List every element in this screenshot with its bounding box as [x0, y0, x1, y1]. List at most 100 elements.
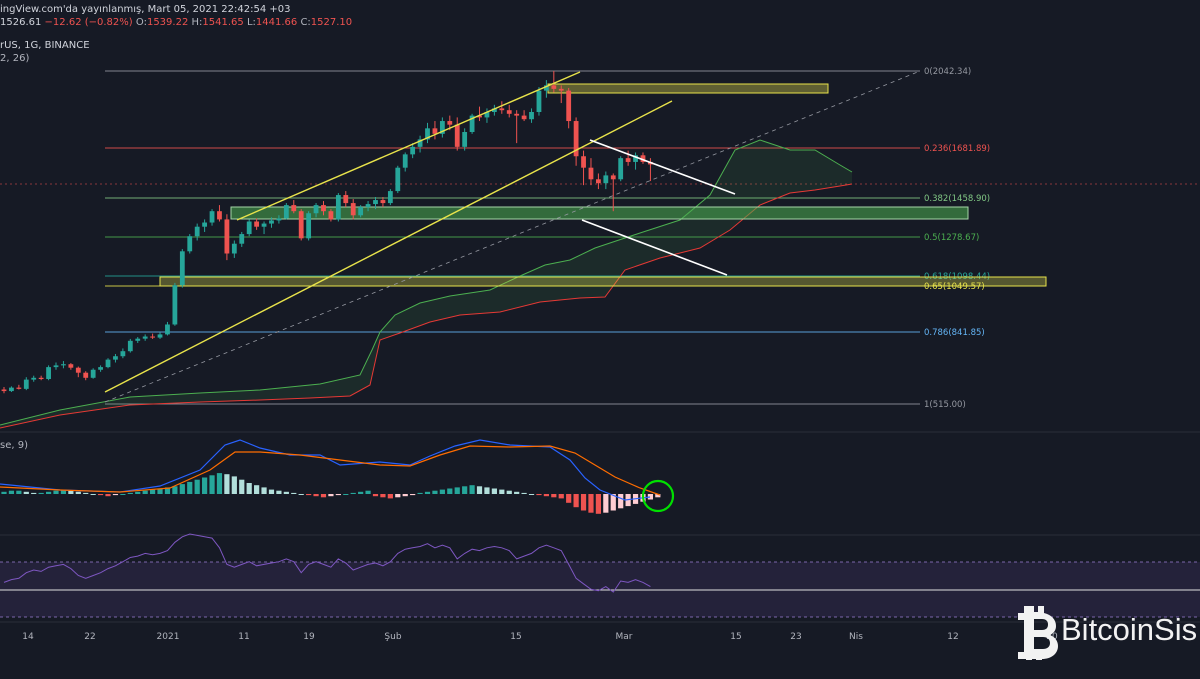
candle-body	[254, 221, 260, 227]
cloud-span-b	[0, 183, 853, 429]
macd-histogram-bar	[432, 490, 438, 494]
wedge-lower-line	[581, 219, 728, 276]
candle-body	[298, 211, 304, 239]
wedge-upper-line	[589, 139, 736, 195]
macd-histogram-bar	[31, 492, 37, 494]
candle-body	[543, 85, 549, 91]
candle-body	[491, 108, 497, 112]
macd-histogram-bar	[16, 490, 22, 494]
macd-histogram-bar	[454, 487, 460, 494]
macd-histogram-bar	[410, 494, 416, 496]
macd-histogram-bar	[469, 485, 475, 494]
macd-histogram-bar	[306, 494, 312, 496]
ohlc-open-value: 1539.22	[146, 17, 189, 28]
macd-histogram-bar	[380, 494, 386, 498]
candle-body	[1, 389, 7, 392]
fibonacci-layer: 0(2042.34) 0.236(1681.89) 0.382(1458.90) 0.…	[0, 67, 1200, 410]
macd-histogram-bar	[417, 492, 423, 494]
x-axis-tick-label: Mar	[616, 632, 633, 642]
candle-body	[209, 211, 215, 223]
macd-histogram-bar	[551, 494, 557, 498]
macd-histogram-bar	[254, 485, 260, 494]
candle-body	[105, 359, 111, 368]
candle-body	[120, 351, 126, 357]
candle-body	[165, 324, 170, 335]
macd-histogram-bar	[655, 494, 661, 498]
candle-body	[380, 200, 386, 204]
x-axis-tick-label: 15	[730, 632, 741, 642]
candle-body	[603, 175, 609, 184]
macd-histogram-bar	[53, 490, 59, 494]
macd-histogram-bar	[506, 490, 512, 494]
x-axis-tick-label: 14	[22, 632, 34, 642]
candle-body	[395, 167, 401, 192]
macd-histogram-bar	[395, 494, 401, 498]
macd-histogram-bar	[514, 491, 520, 494]
macd-histogram-bar	[588, 494, 594, 513]
macd-histogram-bar	[142, 490, 148, 494]
x-axis: 142220211119Şub15Mar1523Nis1220	[22, 632, 1058, 642]
candle-body	[633, 155, 638, 162]
macd-histogram-bar	[365, 490, 371, 494]
candle-body	[75, 367, 81, 373]
macd-histogram-bar	[105, 494, 111, 497]
candle-body	[514, 113, 520, 116]
candle-body	[521, 115, 527, 120]
macd-histogram-bar	[60, 489, 67, 494]
macd-histogram-bar	[439, 489, 445, 494]
candle-body	[536, 90, 542, 112]
macd-histogram-bar	[447, 488, 453, 494]
price-change: −12.62 (−0.82%)	[44, 17, 133, 28]
macd-histogram-bar	[462, 486, 468, 494]
ohlc-close-key: C:	[300, 17, 311, 28]
ichimoku-cloud	[0, 139, 853, 429]
candle-body	[157, 334, 163, 338]
zones-layer	[159, 83, 1047, 287]
candle-body	[291, 205, 297, 212]
bitcoin-logo-icon	[1018, 606, 1058, 660]
candle-body	[447, 121, 453, 125]
macd-line	[0, 439, 651, 501]
candle-body	[321, 205, 326, 212]
macd-histogram-bar	[595, 494, 601, 514]
indicator-line: 2, 26)	[0, 53, 30, 64]
candle-body	[387, 191, 393, 204]
candle-body	[469, 115, 475, 133]
candle-body	[68, 364, 74, 368]
source-text: ingView.com'da yayınlanmış, Mart 05, 202…	[0, 4, 291, 15]
candle-body	[217, 211, 222, 220]
candle-body	[484, 111, 490, 118]
candle-body	[150, 336, 155, 338]
x-axis-tick-label: 12	[947, 632, 958, 642]
candle-body	[640, 155, 646, 162]
candle-body	[506, 110, 512, 114]
macd-histogram-bar	[484, 487, 490, 494]
macd-histogram-bar	[97, 494, 104, 496]
symbol-line: rUS, 1G, BINANCE	[0, 40, 90, 51]
macd-histogram-bar	[536, 494, 542, 496]
candle-body	[365, 204, 371, 208]
candle-body	[596, 179, 601, 184]
candle-body	[566, 90, 572, 122]
candle-body	[261, 223, 267, 227]
macd-histogram-bar	[261, 487, 267, 494]
candle-body	[462, 132, 468, 147]
candle-body	[179, 251, 185, 286]
macd-histogram-bar	[68, 490, 74, 494]
brand-name: BitcoinSis	[1061, 612, 1198, 647]
ohlc-open-key: O:	[135, 17, 147, 28]
cloud-fill	[0, 140, 852, 428]
support-zone-yellow	[159, 276, 1047, 287]
candle-body	[425, 128, 430, 140]
candle-body	[172, 285, 178, 325]
ohlc-high-key: H:	[191, 17, 203, 28]
candle-body	[127, 340, 133, 352]
macd-histogram-bar	[179, 484, 185, 494]
x-axis-tick-label: 23	[790, 632, 801, 642]
signal-line	[0, 445, 661, 496]
macd-histogram-bar	[157, 488, 163, 494]
fib-label-0.5: 0.5(1278.67)	[924, 233, 979, 243]
candle-body	[231, 243, 237, 254]
candle-body	[439, 121, 445, 134]
